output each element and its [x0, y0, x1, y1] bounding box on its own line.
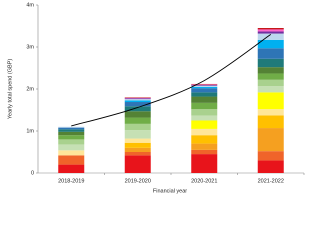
bar-segment	[257, 86, 284, 93]
bar-segment	[58, 126, 85, 128]
y-axis-title: Yearly total spend (GBP)	[7, 59, 13, 119]
bar-segment	[58, 135, 85, 140]
bar-segment	[257, 109, 284, 116]
bar-segment	[257, 31, 284, 34]
bar-segment	[124, 106, 151, 112]
bar-segment	[58, 131, 85, 136]
bar-segment	[124, 147, 151, 152]
chart: Yearly total spend (GBP) Financial year …	[7, 2, 305, 194]
bar-segment	[191, 143, 218, 150]
bar-segment	[191, 128, 218, 136]
bar-segment	[257, 151, 284, 161]
bar-segment	[257, 92, 284, 110]
bar-segment	[191, 102, 218, 110]
bar-segment	[257, 33, 284, 40]
bar-segment	[257, 128, 284, 152]
x-axis-title: Financial year	[153, 188, 187, 194]
bar-segment	[191, 149, 218, 155]
bar-segment	[124, 123, 151, 131]
bar-segment	[257, 79, 284, 87]
bar-segment	[191, 84, 218, 86]
bar-segment	[191, 109, 218, 116]
trend-line	[71, 34, 272, 127]
bar-segment	[191, 154, 218, 173]
bar-segment	[257, 160, 284, 173]
bar-segment	[257, 73, 284, 80]
y-tick-label: 4m	[26, 2, 34, 8]
bar-segment	[124, 111, 151, 118]
bar-segment	[191, 85, 218, 87]
x-tick-label: 2021-2022	[258, 178, 284, 184]
bar-segment	[257, 29, 284, 32]
x-tick-label: 2018-2019	[58, 178, 84, 184]
y-tick-label: 2m	[26, 86, 34, 92]
bar-segment	[191, 135, 218, 144]
bar-segment	[124, 99, 151, 101]
bar-segment	[58, 164, 85, 173]
bar-segment	[191, 120, 218, 129]
bar-segment	[124, 102, 151, 107]
bar-segment	[257, 115, 284, 129]
bar-segment	[257, 48, 284, 59]
bar-segment	[58, 139, 85, 145]
bar-segment	[257, 39, 284, 49]
bar-segment	[58, 144, 85, 151]
bar-segment	[191, 88, 218, 93]
bar-segment	[257, 67, 284, 74]
bar-segment	[124, 155, 151, 173]
y-tick-label: 1m	[26, 128, 34, 134]
bar-segment	[191, 86, 218, 89]
y-tick-label: 3m	[26, 44, 34, 50]
bar-segment	[191, 115, 218, 121]
y-tick-label: 0	[31, 170, 34, 176]
bar-segment	[191, 92, 218, 97]
bar-segment	[124, 117, 151, 124]
bar-segment	[124, 152, 151, 156]
bar-segment	[124, 130, 151, 139]
x-tick-label: 2020-2021	[191, 178, 217, 184]
bar-segment	[257, 58, 284, 68]
bar-segment	[124, 100, 151, 103]
bar-segment	[58, 129, 85, 132]
bar-segment	[191, 96, 218, 103]
bar-segment	[58, 150, 85, 156]
x-tick-label: 2019-2020	[125, 178, 151, 184]
bar-segment	[257, 28, 284, 30]
bar-segment	[124, 142, 151, 148]
bar-segment	[124, 138, 151, 143]
bar-segment	[124, 98, 151, 100]
bar-segment	[58, 155, 85, 165]
bar-segment	[58, 127, 85, 130]
